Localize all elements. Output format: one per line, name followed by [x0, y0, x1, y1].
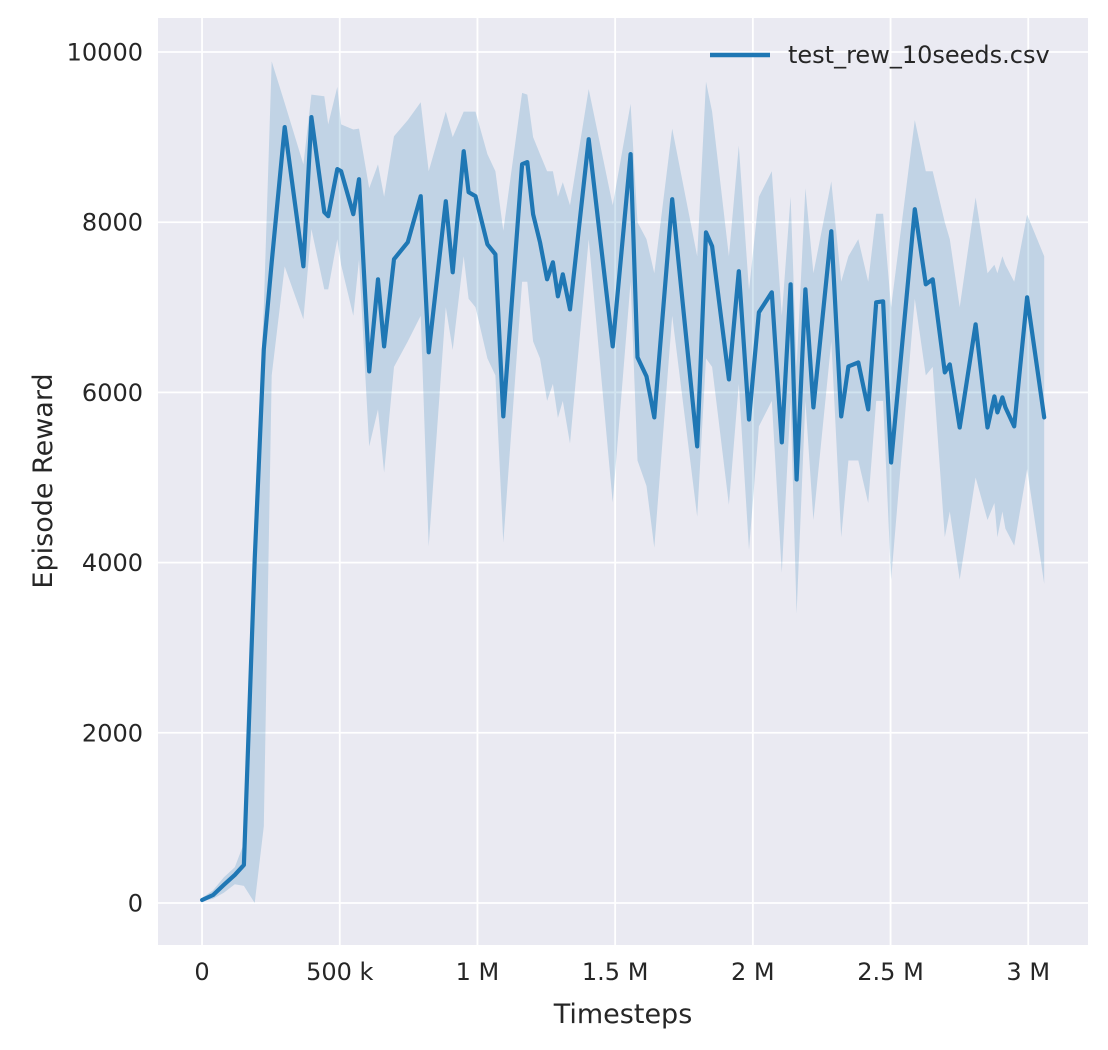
legend: test_rew_10seeds.csv [710, 41, 1050, 69]
y-tick-label: 2000 [82, 719, 143, 747]
x-tick-label: 2 M [731, 958, 775, 986]
x-tick-label: 0 [194, 958, 209, 986]
x-tick-label: 3 M [1006, 958, 1050, 986]
y-axis-ticks: 0 2000 4000 6000 8000 10000 [67, 39, 143, 918]
x-tick-label: 500 k [306, 958, 373, 986]
x-tick-label: 1.5 M [582, 958, 649, 986]
y-axis-label: Episode Reward [28, 373, 59, 588]
y-tick-label: 10000 [67, 39, 143, 67]
y-tick-label: 8000 [82, 209, 143, 237]
x-axis-label: Timesteps [553, 999, 693, 1030]
plot-area [158, 18, 1088, 945]
y-tick-label: 6000 [82, 379, 143, 407]
legend-label: test_rew_10seeds.csv [788, 41, 1050, 69]
y-tick-label: 4000 [82, 549, 143, 577]
x-tick-label: 1 M [456, 958, 500, 986]
axes-background [158, 18, 1088, 945]
x-axis-ticks: 0 500 k 1 M 1.5 M 2 M 2.5 M 3 M [194, 958, 1050, 986]
y-tick-label: 0 [128, 889, 143, 917]
mean-line [200, 115, 1047, 903]
x-tick-label: 2.5 M [857, 958, 924, 986]
